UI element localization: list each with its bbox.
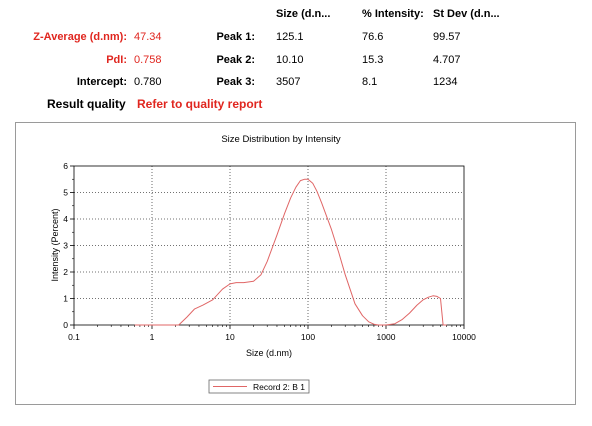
grid: [74, 166, 464, 325]
x-axis-label: Size (d.nm): [246, 348, 292, 358]
z-average-value: 47.34: [134, 31, 162, 43]
x-tick-label: 10: [225, 332, 235, 342]
series-layer: [134, 178, 447, 326]
peak-2-stdev: 4.707: [433, 54, 461, 66]
x-tick-label: 100: [301, 332, 315, 342]
y-tick-label: 6: [63, 161, 68, 171]
peaks-header-intensity: % Intensity:: [362, 8, 424, 20]
y-tick-label: 2: [63, 267, 68, 277]
x-tick-label: 1: [150, 332, 155, 342]
y-tick-label: 5: [63, 188, 68, 198]
z-average-label: Z-Average (d.nm):: [33, 31, 127, 43]
peak-3-intensity: 8.1: [362, 76, 378, 88]
peak-2-size: 10.10: [276, 54, 304, 66]
result-quality-label: Result quality: [47, 97, 126, 111]
x-tick-label: 1000: [377, 332, 396, 342]
y-tick-label: 4: [63, 214, 68, 224]
pdi-value: 0.758: [134, 54, 162, 66]
pdi-label: PdI:: [106, 54, 127, 66]
chart-panel: Size Distribution by Intensity 0.1 1 10 100…: [15, 122, 576, 405]
y-tick-label: 0: [63, 320, 68, 330]
peak-2-intensity: 15.3: [362, 54, 384, 66]
legend: Record 2: B 1: [208, 379, 310, 394]
x-tick-label: 0.1: [68, 332, 80, 342]
series-line: [134, 178, 447, 326]
legend-label: Record 2: B 1: [253, 382, 305, 392]
size-distribution-chart: Size Distribution by Intensity 0.1 1 10 100…: [50, 134, 476, 394]
peak-1-label: Peak 1:: [216, 31, 255, 43]
peak-1-stdev: 99.57: [433, 31, 461, 43]
x-tick-label: 10000: [452, 332, 476, 342]
result-quality-link[interactable]: Refer to quality report: [137, 97, 263, 111]
axis-ticks: 0.1 1 10 100 1000 10000 0 1 2 3 4 5 6: [63, 161, 476, 342]
chart-title: Size Distribution by Intensity: [221, 134, 341, 145]
intercept-value: 0.780: [134, 76, 162, 88]
y-tick-label: 1: [63, 294, 68, 304]
peak-3-size: 3507: [276, 76, 301, 88]
peak-1-size: 125.1: [276, 31, 304, 43]
y-tick-label: 3: [63, 241, 68, 251]
y-axis-label: Intensity (Percent): [50, 208, 60, 281]
peaks-header-size: Size (d.n...: [276, 8, 331, 20]
peak-3-stdev: 1234: [433, 76, 458, 88]
intercept-label: Intercept:: [76, 76, 127, 88]
peak-1-intensity: 76.6: [362, 31, 384, 43]
peaks-header-stdev: St Dev (d.n...: [433, 8, 500, 20]
peak-2-label: Peak 2:: [216, 54, 255, 66]
legend-box: [208, 379, 310, 394]
peak-3-label: Peak 3:: [216, 76, 255, 88]
